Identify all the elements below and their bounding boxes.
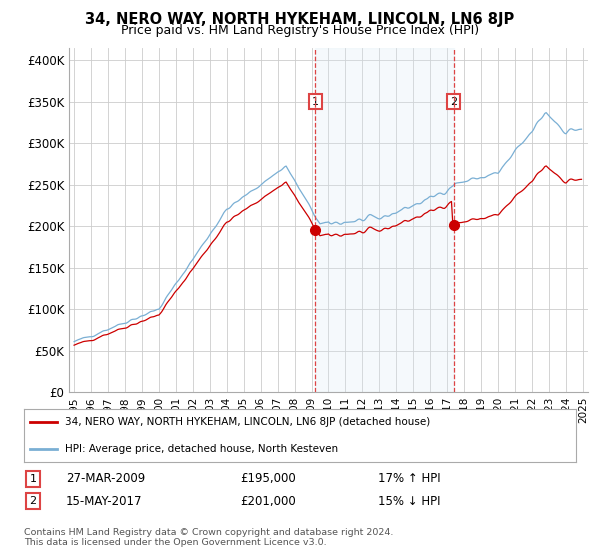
Text: £201,000: £201,000	[240, 494, 296, 508]
Text: 27-MAR-2009: 27-MAR-2009	[66, 472, 145, 486]
Text: 2: 2	[450, 96, 457, 106]
Text: HPI: Average price, detached house, North Kesteven: HPI: Average price, detached house, Nort…	[65, 444, 338, 454]
Text: Contains HM Land Registry data © Crown copyright and database right 2024.
This d: Contains HM Land Registry data © Crown c…	[24, 528, 394, 547]
Text: 1: 1	[312, 96, 319, 106]
Bar	[315, 48, 454, 392]
Text: Price paid vs. HM Land Registry's House Price Index (HPI): Price paid vs. HM Land Registry's House …	[121, 24, 479, 37]
Text: 2: 2	[29, 496, 37, 506]
Text: £195,000: £195,000	[240, 472, 296, 486]
Text: 34, NERO WAY, NORTH HYKEHAM, LINCOLN, LN6 8JP: 34, NERO WAY, NORTH HYKEHAM, LINCOLN, LN…	[85, 12, 515, 27]
Text: 34, NERO WAY, NORTH HYKEHAM, LINCOLN, LN6 8JP (detached house): 34, NERO WAY, NORTH HYKEHAM, LINCOLN, LN…	[65, 417, 431, 427]
Text: 15-MAY-2017: 15-MAY-2017	[66, 494, 143, 508]
Text: 15% ↓ HPI: 15% ↓ HPI	[378, 494, 440, 508]
Text: 17% ↑ HPI: 17% ↑ HPI	[378, 472, 440, 486]
Text: 1: 1	[29, 474, 37, 484]
